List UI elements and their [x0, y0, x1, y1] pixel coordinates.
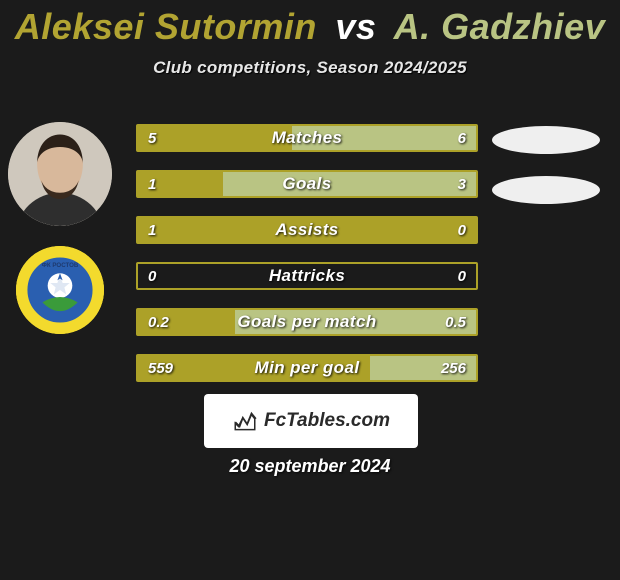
- stat-value-left: 5: [148, 124, 156, 152]
- stat-row: Goals per match0.2 0.5: [136, 308, 478, 336]
- stat-value-right: 0: [458, 216, 466, 244]
- comparison-infographic: Aleksei Sutormin vs A. Gadzhiev Club com…: [0, 0, 620, 580]
- player2-avatar-placeholder: [492, 126, 600, 154]
- stat-label: Goals: [136, 170, 478, 198]
- stat-label: Goals per match: [136, 308, 478, 336]
- stat-value-left: 559: [148, 354, 173, 382]
- stat-label: Min per goal: [136, 354, 478, 382]
- title-player1: Aleksei Sutormin: [15, 6, 317, 47]
- stat-row: Matches5 6: [136, 124, 478, 152]
- title-player2: A. Gadzhiev: [394, 6, 606, 47]
- club-badge-icon: ФК РОСТОВ: [16, 246, 104, 334]
- brand-text: FcTables.com: [264, 410, 390, 432]
- subtitle: Club competitions, Season 2024/2025: [0, 58, 620, 78]
- stat-value-left: 0: [148, 262, 156, 290]
- stat-value-left: 1: [148, 170, 156, 198]
- player1-avatar: [8, 122, 112, 226]
- date-text: 20 september 2024: [0, 456, 620, 477]
- stat-value-right: 0.5: [445, 308, 466, 336]
- stat-row: Goals1 3: [136, 170, 478, 198]
- stat-value-right: 0: [458, 262, 466, 290]
- stat-rows: Matches56Goals13Assists10Hattricks00Goal…: [136, 124, 478, 382]
- left-avatar-column: ФК РОСТОВ: [8, 122, 112, 334]
- player2-club-placeholder: [492, 176, 600, 204]
- title-vs: vs: [335, 6, 376, 47]
- chart-icon: [232, 408, 258, 434]
- svg-text:ФК РОСТОВ: ФК РОСТОВ: [42, 262, 79, 269]
- avatar-placeholder-icon: [8, 122, 112, 226]
- player1-club-badge: ФК РОСТОВ: [16, 246, 104, 334]
- stat-value-left: 1: [148, 216, 156, 244]
- stat-value-right: 6: [458, 124, 466, 152]
- right-avatar-column: [490, 126, 602, 204]
- stat-value-left: 0.2: [148, 308, 169, 336]
- stat-label: Matches: [136, 124, 478, 152]
- stat-label: Hattricks: [136, 262, 478, 290]
- stat-value-right: 256: [441, 354, 466, 382]
- stat-value-right: 3: [458, 170, 466, 198]
- brand-box: FcTables.com: [204, 394, 418, 448]
- stat-row: Hattricks0 0: [136, 262, 478, 290]
- stat-label: Assists: [136, 216, 478, 244]
- page-title: Aleksei Sutormin vs A. Gadzhiev: [0, 6, 620, 48]
- stat-row: Assists1 0: [136, 216, 478, 244]
- stat-row: Min per goal559 256: [136, 354, 478, 382]
